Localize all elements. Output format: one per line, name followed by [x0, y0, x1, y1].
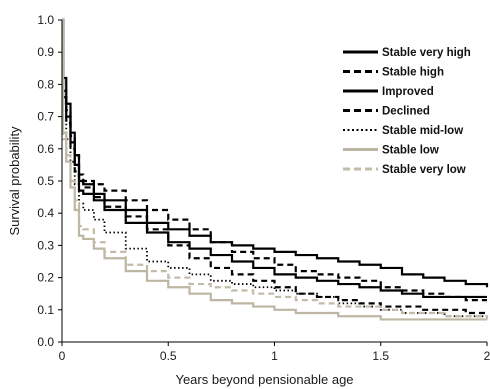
y-tick-label: 0.0 — [37, 335, 54, 349]
legend-label-stable-very-low: Stable very low — [382, 164, 466, 176]
y-tick-label: 0.6 — [37, 142, 54, 156]
legend: Stable very high Stable high Improved Decli… — [343, 47, 471, 176]
legend-label-stable-mid-low: Stable mid-low — [382, 125, 463, 137]
y-tick-label: 0.5 — [37, 174, 54, 188]
series-line-stable-high — [61, 18, 487, 302]
legend-label-stable-low: Stable low — [382, 145, 439, 157]
legend-label-improved: Improved — [382, 86, 434, 98]
x-axis-title: Years beyond pensionable age — [175, 372, 353, 387]
series-layer — [61, 18, 489, 321]
series-line-stable-very-low — [61, 18, 489, 320]
y-tick-label: 0.9 — [37, 45, 54, 59]
y-tick-label: 0.3 — [37, 238, 54, 252]
axes-layer: 0.0 0.1 0.2 0.3 0.4 0.5 0.6 0.7 0.8 0.9 1.0 0 0.5 1 1.… — [37, 13, 490, 363]
x-tick-label: 1 — [271, 349, 278, 363]
legend-label-stable-high: Stable high — [382, 67, 444, 79]
y-axis-title: Survival probability — [7, 126, 22, 236]
y-tick-label: 1.0 — [37, 13, 54, 27]
legend-label-stable-very-high: Stable very high — [382, 47, 471, 59]
y-tick-label: 0.4 — [37, 206, 54, 220]
series-line-stable-mid-low — [62, 19, 487, 318]
y-tick-label: 0.1 — [37, 303, 54, 317]
y-tick-label: 0.2 — [37, 271, 54, 285]
y-tick-label: 0.7 — [37, 110, 54, 124]
x-tick-label: 2 — [484, 349, 490, 363]
x-tick-label: 0 — [59, 349, 66, 363]
legend-label-declined: Declined — [382, 106, 430, 118]
x-tick-label: 0.5 — [160, 349, 177, 363]
x-tick-label: 1.5 — [372, 349, 389, 363]
y-tick-label: 0.8 — [37, 77, 54, 91]
series-line-improved — [61, 18, 487, 299]
